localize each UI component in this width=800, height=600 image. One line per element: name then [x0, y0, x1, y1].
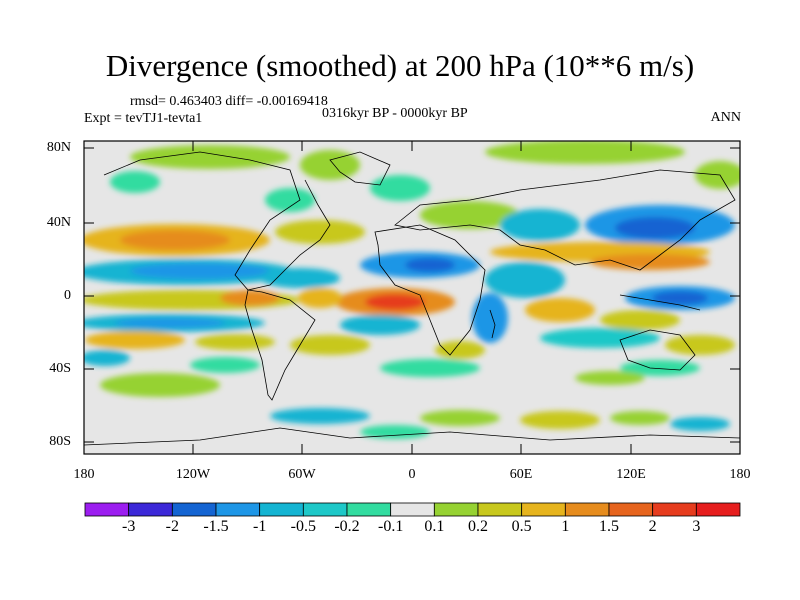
- colorbar-label: 1.5: [599, 518, 619, 535]
- colorbar-swatch: [302, 502, 348, 517]
- lon-label: 60E: [509, 467, 533, 482]
- colorbar-swatch: [390, 502, 435, 517]
- colorbar-swatch: [477, 502, 523, 517]
- axis-ticks: [84, 141, 740, 454]
- colorbar-swatch: [652, 502, 697, 517]
- colorbar-swatch: [259, 502, 304, 517]
- colorbar-swatch: [564, 502, 610, 517]
- colorbar-swatch: [346, 502, 392, 517]
- colorbar-swatch: [433, 502, 479, 517]
- lat-label: 40N: [46, 215, 71, 230]
- lon-label: 60W: [288, 467, 316, 482]
- plot-title: Divergence (smoothed) at 200 hPa (10**6 …: [105, 48, 695, 83]
- lat-label: 0: [64, 288, 71, 303]
- colorbar-label: -0.5: [290, 518, 316, 535]
- colorbar-label: 3: [692, 518, 701, 535]
- colorbar-label: -0.1: [377, 518, 404, 535]
- colorbar-label: 0.1: [424, 518, 445, 535]
- experiment-text: Expt = tevTJ1-tevta1: [84, 111, 203, 126]
- colorbar-label: -0.2: [334, 518, 360, 535]
- lon-label: 120W: [175, 467, 211, 482]
- colorbar-label: -1.5: [203, 518, 229, 535]
- colorbar-swatch: [608, 502, 654, 517]
- colorbar-label: -1: [252, 518, 267, 535]
- coastlines: [84, 151, 740, 446]
- lat-label: 80S: [49, 434, 71, 449]
- lat-label: 80N: [46, 140, 71, 155]
- colorbar-swatch: [521, 502, 566, 517]
- colorbar-label: 0.5: [511, 518, 532, 535]
- colorbar-label: -2: [165, 518, 179, 535]
- lon-label: 0: [408, 467, 416, 482]
- stats-text: rmsd= 0.463403 diff= -0.00169418: [130, 94, 328, 109]
- lon-label: 180: [729, 467, 751, 482]
- colorbar-label: 1: [561, 518, 570, 535]
- period-text: 0316kyr BP - 0000kyr BP: [322, 106, 468, 121]
- colorbar-label: -3: [121, 518, 136, 535]
- colorbar-swatch: [84, 502, 130, 517]
- colorbar-label: 2: [648, 518, 657, 535]
- colorbar-swatch: [128, 502, 173, 517]
- lon-label: 180: [73, 467, 95, 482]
- colorbar-swatch: [215, 502, 261, 517]
- colorbar-swatch: [695, 502, 741, 517]
- season-text: ANN: [710, 110, 741, 125]
- colorbar-swatch: [171, 502, 217, 517]
- colorbar-label: 0.2: [468, 518, 488, 535]
- lon-label: 120E: [616, 467, 646, 482]
- lat-label: 40S: [49, 361, 71, 376]
